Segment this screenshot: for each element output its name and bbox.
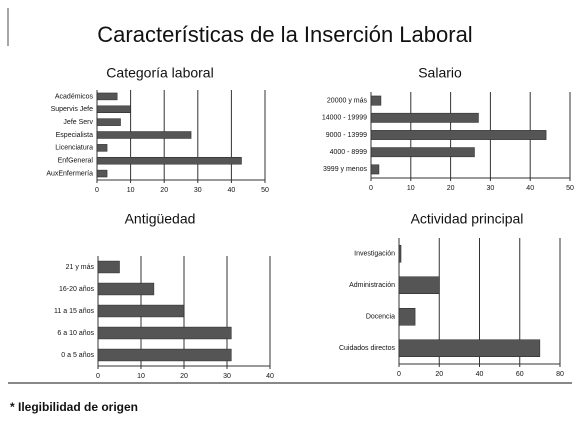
x-tick-label: 80: [556, 371, 564, 378]
x-tick-label: 30: [487, 185, 495, 192]
x-tick-label: 0: [95, 187, 99, 194]
bar: [96, 92, 118, 101]
y-tick-label: Docencia: [366, 314, 395, 321]
y-tick-label: Supervis Jefe: [51, 106, 94, 113]
x-tick-label: 40: [266, 373, 274, 380]
chart-title: Antigüedad: [125, 211, 196, 227]
x-tick-label: 50: [261, 187, 269, 194]
y-tick-label: Administración: [349, 282, 395, 289]
x-tick-label: 20: [435, 371, 443, 378]
y-tick-label: 14000 - 19999: [322, 115, 367, 122]
bar: [370, 130, 547, 140]
bar: [398, 244, 402, 263]
y-tick-label: Cuidados directos: [339, 345, 396, 352]
x-tick-label: 20: [447, 185, 455, 192]
y-tick-label: 21 y más: [66, 264, 95, 271]
x-tick-label: 10: [127, 187, 135, 194]
chart-title: Categoría laboral: [106, 65, 213, 81]
y-tick-label: 6 a 10 años: [57, 330, 94, 337]
bar: [96, 118, 121, 126]
y-tick-label: AuxEnfermería: [46, 170, 93, 177]
y-tick-label: 11 a 15 años: [54, 308, 94, 315]
y-tick-label: Jefe Serv: [63, 119, 93, 126]
x-tick-label: 30: [223, 373, 231, 380]
y-tick-label: Académicos: [55, 93, 94, 100]
x-tick-label: 40: [476, 371, 484, 378]
x-tick-label: 0: [369, 185, 373, 192]
bar: [97, 348, 232, 362]
slide-title: Características de la Inserción Laboral: [97, 22, 472, 47]
bar: [97, 304, 185, 318]
bar: [370, 112, 479, 123]
bar: [398, 307, 416, 326]
x-tick-label: 20: [160, 187, 168, 194]
x-tick-label: 50: [566, 185, 574, 192]
chart-title: Actividad principal: [411, 211, 524, 227]
y-tick-label: EnfGeneral: [58, 158, 94, 165]
y-tick-label: 3999 y menos: [323, 166, 367, 173]
x-tick-label: 0: [96, 373, 100, 380]
bar: [97, 260, 120, 274]
x-tick-label: 20: [180, 373, 188, 380]
y-tick-label: Licenciatura: [55, 145, 93, 152]
bar: [370, 164, 380, 175]
y-tick-label: Especialista: [56, 132, 93, 139]
y-tick-label: 9000 - 13999: [326, 132, 367, 139]
x-tick-label: 30: [194, 187, 202, 194]
bar: [96, 169, 108, 178]
bar: [398, 276, 440, 295]
bar: [96, 105, 131, 114]
y-tick-label: Investigación: [354, 251, 395, 258]
x-tick-label: 40: [228, 187, 236, 194]
y-tick-label: 20000 y más: [327, 97, 368, 104]
x-tick-label: 10: [407, 185, 415, 192]
bar: [398, 339, 541, 358]
bar: [97, 282, 155, 296]
y-tick-label: 0 a 5 años: [61, 352, 94, 359]
bar: [96, 144, 108, 152]
footnote: * Ilegibilidad de origen: [10, 400, 138, 414]
y-tick-label: 4000 - 8999: [330, 149, 367, 156]
bar: [96, 131, 192, 139]
x-tick-label: 40: [526, 185, 534, 192]
x-tick-label: 60: [516, 371, 524, 378]
bar: [97, 326, 232, 340]
bar: [370, 95, 382, 106]
chart-title: Salario: [418, 65, 462, 81]
x-tick-label: 0: [397, 371, 401, 378]
y-tick-label: 16-20 años: [59, 286, 95, 293]
x-tick-label: 10: [137, 373, 145, 380]
bar: [96, 156, 242, 165]
bar: [370, 147, 475, 158]
